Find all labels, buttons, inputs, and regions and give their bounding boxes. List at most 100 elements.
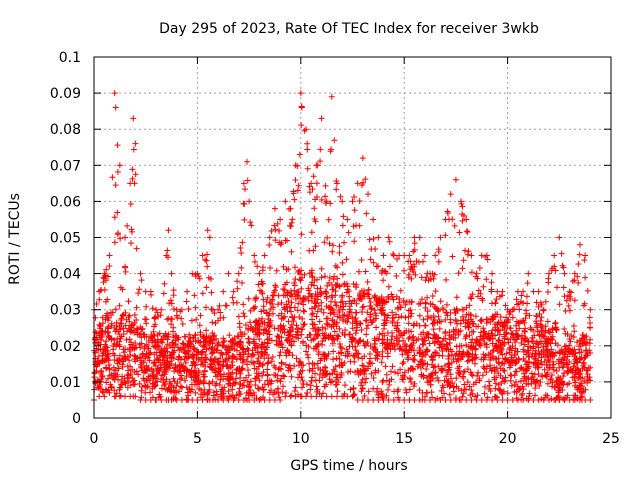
data-point <box>168 270 175 277</box>
data-point <box>128 226 135 233</box>
data-point <box>420 316 427 323</box>
data-point <box>272 226 279 233</box>
data-point <box>548 372 555 379</box>
data-point <box>415 335 422 342</box>
data-point <box>150 328 157 335</box>
data-point <box>502 355 509 362</box>
data-point <box>247 307 254 314</box>
data-point <box>511 381 518 388</box>
data-point <box>341 311 348 318</box>
y-axis-label: ROTI / TECUs <box>7 193 23 285</box>
data-point <box>142 389 149 396</box>
data-point <box>218 386 225 393</box>
data-point <box>204 227 211 234</box>
data-point <box>549 325 556 332</box>
data-point <box>240 310 247 317</box>
data-point <box>288 248 295 255</box>
data-point <box>514 396 521 403</box>
data-point <box>556 385 563 392</box>
data-point <box>311 282 318 289</box>
data-point <box>459 265 466 272</box>
data-point <box>139 353 146 360</box>
data-point <box>301 271 308 278</box>
data-point <box>525 381 532 388</box>
data-point <box>508 372 515 379</box>
data-point <box>386 263 393 270</box>
data-point <box>146 377 153 384</box>
data-point <box>545 275 552 282</box>
data-point <box>246 384 253 391</box>
data-point <box>133 317 140 324</box>
data-point <box>450 334 457 341</box>
data-point <box>278 334 285 341</box>
data-point <box>504 396 511 403</box>
data-point <box>264 360 271 367</box>
data-point <box>282 361 289 368</box>
data-point <box>116 393 123 400</box>
data-point <box>372 369 379 376</box>
data-point <box>518 292 525 299</box>
data-point <box>292 393 299 400</box>
data-point <box>405 271 412 278</box>
data-point <box>458 198 465 205</box>
data-point <box>488 279 495 286</box>
data-point <box>435 313 442 320</box>
data-point <box>408 365 415 372</box>
data-point <box>129 166 136 173</box>
data-point <box>466 357 472 364</box>
data-point <box>178 375 185 382</box>
data-point <box>531 359 538 366</box>
data-point <box>542 298 549 305</box>
data-point <box>103 266 110 273</box>
data-point <box>378 306 385 313</box>
data-point <box>538 395 545 402</box>
data-point <box>556 396 563 403</box>
data-point <box>561 351 568 358</box>
data-point <box>160 379 167 386</box>
data-point <box>409 344 416 351</box>
data-point <box>382 345 389 352</box>
data-point <box>210 392 217 399</box>
data-point <box>372 295 379 302</box>
data-point <box>534 364 541 371</box>
data-point <box>111 214 118 221</box>
data-point <box>166 358 173 365</box>
data-point <box>443 309 450 316</box>
data-point <box>126 357 133 364</box>
data-point <box>495 359 502 366</box>
data-point <box>116 302 123 309</box>
data-point <box>96 393 103 400</box>
data-point <box>296 151 303 158</box>
data-point <box>341 281 348 288</box>
data-point <box>355 268 362 275</box>
data-point <box>258 318 265 325</box>
data-point <box>358 287 365 294</box>
data-point <box>251 252 258 259</box>
data-point <box>375 234 382 241</box>
data-point <box>259 384 266 391</box>
data-point <box>264 294 271 301</box>
data-point <box>259 280 266 287</box>
data-point <box>406 334 413 341</box>
data-point <box>475 287 482 294</box>
data-point <box>323 293 330 300</box>
data-point <box>343 289 350 296</box>
data-point <box>289 333 296 340</box>
data-point <box>304 351 311 358</box>
data-point <box>256 331 263 338</box>
data-point <box>484 394 491 401</box>
data-point <box>330 348 337 355</box>
data-point <box>396 338 403 345</box>
data-point <box>583 342 590 349</box>
data-point <box>469 291 476 298</box>
data-point <box>185 306 192 313</box>
data-point <box>332 262 339 269</box>
data-point <box>370 259 377 266</box>
data-point <box>164 247 171 254</box>
data-point <box>513 357 520 364</box>
data-point <box>443 301 450 308</box>
data-point <box>455 270 462 277</box>
data-point <box>204 390 211 397</box>
data-point <box>378 359 385 366</box>
data-point <box>526 312 533 319</box>
